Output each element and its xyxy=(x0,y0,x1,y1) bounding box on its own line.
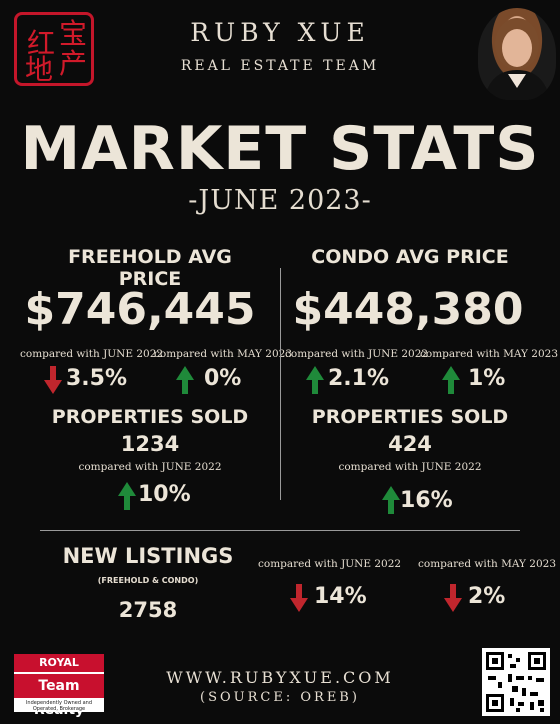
freehold-sold-value: 1234 xyxy=(120,432,180,456)
brand-name: RUBY XUE xyxy=(190,18,370,47)
condo-sold-value: 424 xyxy=(388,432,432,456)
page-title: MARKET STATS xyxy=(20,114,540,184)
arrow-down-icon xyxy=(44,366,62,394)
new-listings-cmp2-value: 2% xyxy=(468,584,506,609)
website-url[interactable]: WWW.RUBYXUE.COM xyxy=(166,668,394,687)
condo-sold-cmp-label: compared with JUNE 2022 xyxy=(338,461,482,473)
agent-photo xyxy=(478,8,556,100)
source-note: (SOURCE: OREB) xyxy=(200,690,360,705)
condo-cmp2-label: compared with MAY 2023 xyxy=(420,348,558,360)
arrow-down-icon xyxy=(444,584,462,612)
logo-line-1: ROYAL LePAGE xyxy=(14,654,104,687)
seal-char-3: 地 xyxy=(25,53,54,86)
condo-cmp2-value: 1% xyxy=(468,366,506,391)
new-listings-cmp1-value: 14% xyxy=(314,584,367,609)
arrow-up-icon xyxy=(306,366,324,394)
seal-char-2: 宝 xyxy=(59,17,88,50)
condo-heading: CONDO AVG PRICE xyxy=(311,246,509,268)
qr-code-icon[interactable] xyxy=(482,648,550,716)
logo-line-3: Independently Owned and Operated, Broker… xyxy=(25,700,93,712)
arrow-up-icon xyxy=(118,482,136,510)
arrow-down-icon xyxy=(290,584,308,612)
column-divider xyxy=(280,268,281,500)
freehold-sold-heading: PROPERTIES SOLD xyxy=(51,406,249,428)
freehold-sold-cmp-label: compared with JUNE 2022 xyxy=(78,461,222,473)
freehold-cmp1-label: compared with JUNE 2022 xyxy=(20,348,164,360)
logo-line-2: Team Realty xyxy=(14,674,104,718)
condo-cmp1-label: compared with JUNE 2022 xyxy=(285,348,429,360)
arrow-up-icon xyxy=(176,366,194,394)
freehold-cmp2-label: compared with MAY 2023 xyxy=(154,348,292,360)
new-listings-heading: NEW LISTINGS xyxy=(62,544,234,568)
red-seal-logo: 红 宝 地 产 xyxy=(14,12,94,86)
freehold-heading: FREEHOLD AVG PRICE xyxy=(68,246,232,290)
report-date: -JUNE 2023- xyxy=(188,185,372,216)
freehold-sold-cmp-value: 10% xyxy=(138,482,191,507)
freehold-cmp1-value: 3.5% xyxy=(66,366,128,391)
condo-price: $448,380 xyxy=(292,284,524,335)
new-listings-cmp1-label: compared with JUNE 2022 xyxy=(258,558,402,570)
condo-sold-cmp-value: 16% xyxy=(400,488,453,513)
freehold-cmp2-value: 0% xyxy=(204,366,242,391)
arrow-up-icon xyxy=(442,366,460,394)
brand-subtitle: REAL ESTATE TEAM xyxy=(180,58,380,74)
new-listings-cmp2-label: compared with MAY 2023 xyxy=(418,558,556,570)
arrow-up-icon xyxy=(382,486,400,514)
freehold-price: $746,445 xyxy=(24,284,256,335)
new-listings-value: 2758 xyxy=(118,598,178,622)
condo-cmp1-value: 2.1% xyxy=(328,366,390,391)
section-divider xyxy=(40,530,520,531)
seal-char-1: 红 xyxy=(27,27,56,60)
royal-lepage-logo: ROYAL LePAGE Team Realty Independently O… xyxy=(14,654,104,718)
condo-sold-heading: PROPERTIES SOLD xyxy=(311,406,509,428)
seal-char-4: 产 xyxy=(59,47,88,80)
new-listings-note: (FREEHOLD & CONDO) xyxy=(97,576,199,585)
